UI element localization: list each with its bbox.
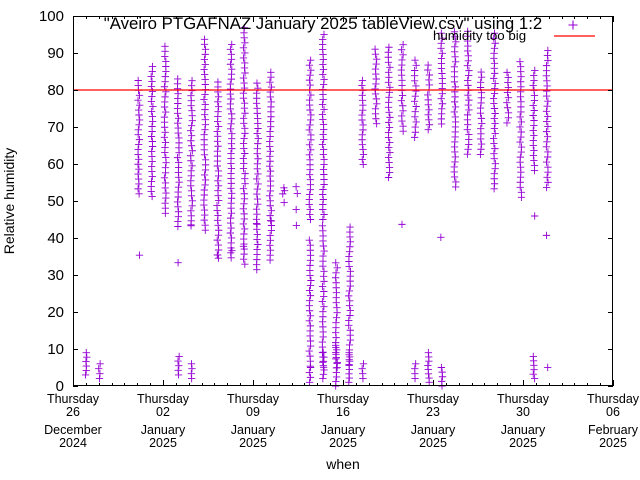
svg-text:90: 90 bbox=[47, 45, 64, 62]
svg-text:January: January bbox=[141, 423, 186, 437]
svg-text:80: 80 bbox=[47, 82, 64, 99]
svg-text:2025: 2025 bbox=[239, 436, 267, 450]
svg-text:Thursday: Thursday bbox=[227, 392, 280, 406]
svg-text:70: 70 bbox=[47, 119, 64, 136]
svg-text:Thursday: Thursday bbox=[407, 392, 460, 406]
svg-text:30: 30 bbox=[47, 267, 64, 284]
svg-text:30: 30 bbox=[516, 405, 530, 419]
svg-text:02: 02 bbox=[156, 405, 170, 419]
svg-text:16: 16 bbox=[336, 405, 350, 419]
svg-text:January: January bbox=[321, 423, 366, 437]
svg-text:2025: 2025 bbox=[509, 436, 537, 450]
svg-text:January: January bbox=[501, 423, 546, 437]
svg-text:09: 09 bbox=[246, 405, 260, 419]
svg-text:February: February bbox=[588, 423, 639, 437]
svg-text:January: January bbox=[231, 423, 276, 437]
svg-text:Relative humidity: Relative humidity bbox=[1, 148, 17, 255]
svg-text:40: 40 bbox=[47, 230, 64, 247]
svg-text:Thursday: Thursday bbox=[587, 392, 640, 406]
svg-text:Thursday: Thursday bbox=[317, 392, 370, 406]
svg-text:December: December bbox=[44, 423, 102, 437]
svg-text:humidity too big: humidity too big bbox=[433, 28, 526, 43]
svg-text:2025: 2025 bbox=[149, 436, 177, 450]
svg-text:06: 06 bbox=[606, 405, 620, 419]
svg-text:2024: 2024 bbox=[59, 436, 87, 450]
svg-text:2025: 2025 bbox=[419, 436, 447, 450]
svg-text:2025: 2025 bbox=[329, 436, 357, 450]
svg-text:January: January bbox=[411, 423, 456, 437]
svg-text:Thursday: Thursday bbox=[497, 392, 550, 406]
svg-text:100: 100 bbox=[39, 8, 64, 25]
svg-text:23: 23 bbox=[426, 405, 440, 419]
svg-text:Thursday: Thursday bbox=[47, 392, 100, 406]
svg-text:2025: 2025 bbox=[599, 436, 627, 450]
svg-text:20: 20 bbox=[47, 304, 64, 321]
svg-text:10: 10 bbox=[47, 341, 64, 358]
svg-text:when: when bbox=[325, 456, 359, 472]
svg-text:Thursday: Thursday bbox=[137, 392, 190, 406]
svg-text:26: 26 bbox=[66, 405, 80, 419]
svg-text:50: 50 bbox=[47, 193, 64, 210]
svg-text:60: 60 bbox=[47, 156, 64, 173]
